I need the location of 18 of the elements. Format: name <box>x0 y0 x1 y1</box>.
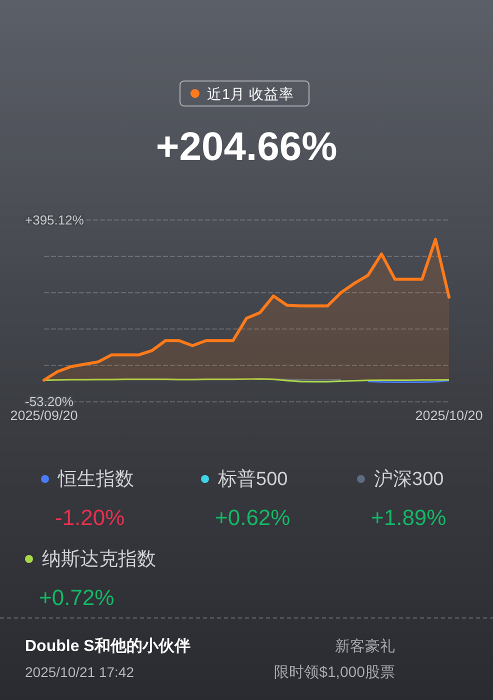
legend-label: 沪深300 <box>374 468 444 490</box>
x-tick-label: 2025/10/20 <box>415 408 483 423</box>
text: 2025/10/21 17:42 <box>25 664 134 680</box>
text: 新客豪礼 <box>335 638 395 655</box>
y-tick-label: -53.20% <box>25 394 74 410</box>
legend-label: 近1月 收益率 <box>207 86 294 103</box>
text: +0.72% <box>39 585 114 610</box>
x-tick-label: 2025/09/20 <box>10 408 78 423</box>
legend-label: 恒生指数 <box>57 469 134 490</box>
text: +1.89% <box>371 505 446 530</box>
text: -1.20% <box>55 505 125 530</box>
legend-label: 纳斯达克指数 <box>42 549 156 570</box>
legend-label: 标普500 <box>217 468 288 490</box>
chart-title: +204.66% <box>156 125 338 169</box>
text: 限时领$1,000股票 <box>274 664 395 681</box>
y-tick-label: +395.12% <box>25 212 84 228</box>
text: +0.62% <box>215 505 290 530</box>
text: Double S和他的小伙伴 <box>25 637 190 655</box>
